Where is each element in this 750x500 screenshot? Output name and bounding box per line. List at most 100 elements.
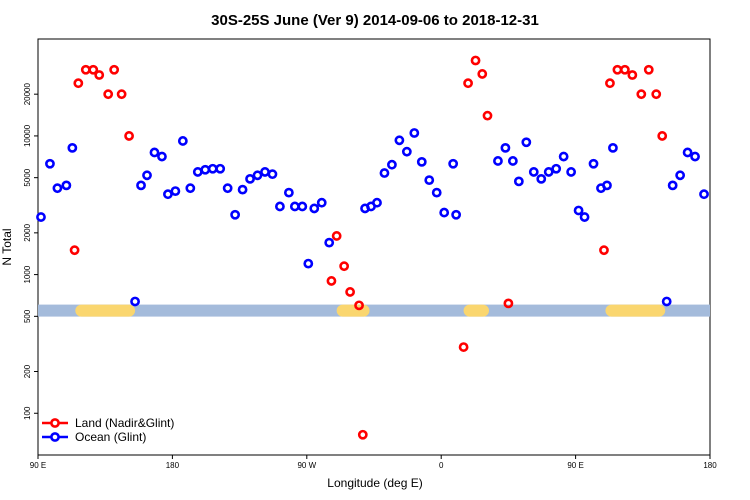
- ocean-point: [52, 183, 63, 194]
- ocean-point: [163, 189, 173, 200]
- land-point: [651, 89, 662, 100]
- ocean-point: [372, 197, 382, 208]
- ocean-point: [185, 183, 196, 194]
- ocean-point: [699, 189, 709, 200]
- ocean-point: [558, 151, 569, 162]
- ocean-point: [439, 207, 450, 218]
- y-tick-label: 1000: [23, 265, 32, 283]
- ocean-point: [67, 142, 78, 153]
- land-point: [345, 287, 356, 297]
- data-points: [36, 55, 709, 440]
- ocean-point: [667, 180, 678, 191]
- land-point: [69, 245, 80, 256]
- land-point: [605, 78, 615, 89]
- ocean-point: [303, 258, 314, 269]
- x-axis: 90 E 180 90 W 0 90 E 180: [30, 455, 717, 470]
- ocean-point: [289, 201, 300, 212]
- y-tick-label: 5000: [23, 168, 32, 186]
- ocean-point: [551, 163, 562, 174]
- y-tick-label: 20000: [23, 83, 32, 106]
- legend-marker: [50, 432, 60, 442]
- ocean-point: [394, 135, 405, 146]
- x-tick-label: 90 W: [297, 461, 316, 470]
- land-point: [357, 429, 368, 440]
- ocean-point: [130, 296, 140, 307]
- plot-frame: [37, 38, 711, 456]
- ocean-point: [260, 167, 270, 177]
- legend-label: Land (Nadir&Glint): [75, 416, 174, 430]
- ocean-point: [493, 156, 503, 166]
- ocean-point: [215, 163, 226, 174]
- ocean-point: [324, 237, 335, 248]
- land-point: [470, 55, 481, 66]
- ocean-point: [267, 169, 278, 180]
- ocean-point: [507, 156, 518, 166]
- land-point: [503, 298, 514, 309]
- land-point: [94, 70, 105, 80]
- land-point: [599, 245, 609, 256]
- x-tick-label: 0: [439, 461, 444, 470]
- legend-marker: [50, 418, 60, 428]
- land-point: [339, 261, 350, 272]
- ocean-point: [207, 163, 218, 174]
- ocean-point: [136, 180, 146, 191]
- y-tick-label: 500: [23, 309, 32, 323]
- land-point: [657, 131, 668, 141]
- ocean-point: [451, 209, 462, 220]
- ocean-point: [316, 197, 327, 208]
- ocean-point: [192, 167, 203, 177]
- x-tick-label: 90 E: [567, 461, 583, 470]
- ocean-point: [45, 158, 55, 169]
- x-tick-label: 90 E: [30, 461, 46, 470]
- ocean-point: [543, 167, 554, 177]
- ocean-point: [608, 142, 618, 153]
- ocean-point: [237, 184, 248, 195]
- ocean-point: [222, 183, 233, 194]
- y-tick-label: 200: [23, 364, 32, 378]
- band-land-segment: [463, 304, 489, 317]
- ocean-point: [309, 203, 320, 214]
- ocean-point: [61, 180, 72, 191]
- ocean-point: [424, 175, 435, 186]
- ocean-point: [409, 128, 420, 138]
- y-tick-label: 100: [23, 406, 32, 420]
- land-point: [463, 78, 473, 89]
- ocean-point: [682, 147, 693, 158]
- land-point: [627, 70, 638, 80]
- ocean-point: [500, 142, 511, 153]
- ocean-point: [528, 167, 539, 177]
- y-tick-label: 10000: [23, 124, 32, 147]
- land-point: [326, 276, 337, 286]
- ocean-point: [379, 168, 390, 178]
- ocean-point: [245, 173, 255, 184]
- land-point: [124, 131, 134, 141]
- land-point: [116, 89, 127, 100]
- land-point: [619, 64, 630, 75]
- land-point: [331, 231, 342, 241]
- ocean-point: [690, 151, 700, 162]
- land-point: [109, 64, 120, 75]
- ocean-point: [387, 159, 397, 170]
- ocean-point: [602, 180, 612, 191]
- ocean-point: [521, 137, 532, 148]
- land-point: [103, 89, 114, 100]
- legend-label: Ocean (Glint): [75, 430, 146, 444]
- ocean-point: [675, 170, 686, 181]
- ocean-point: [579, 212, 590, 222]
- ocean-point: [448, 158, 459, 169]
- ocean-point: [149, 147, 160, 158]
- land-point: [612, 64, 623, 75]
- ocean-point: [230, 209, 241, 220]
- ocean-point: [36, 212, 46, 222]
- chart-title: 30S-25S June (Ver 9) 2014-09-06 to 2018-…: [211, 12, 539, 29]
- ocean-point: [416, 156, 427, 167]
- land-point: [80, 64, 91, 75]
- ocean-point: [177, 136, 188, 146]
- ocean-point: [573, 205, 584, 216]
- land-point: [643, 64, 654, 75]
- coverage-band: [38, 304, 710, 317]
- ocean-point: [275, 201, 285, 212]
- ocean-point: [170, 186, 181, 197]
- ocean-point: [588, 158, 599, 169]
- land-point: [458, 342, 469, 352]
